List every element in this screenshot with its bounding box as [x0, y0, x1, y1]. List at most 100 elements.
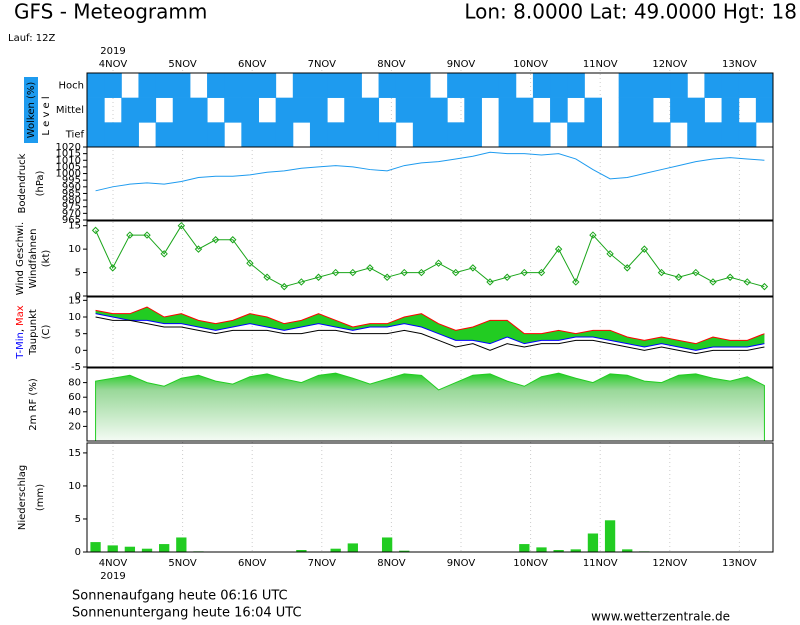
bar — [296, 550, 307, 552]
y-tick-label: 985 — [62, 188, 81, 199]
marker — [520, 268, 529, 277]
cloud-cell — [396, 122, 414, 147]
cloud-cell — [327, 73, 345, 98]
cloud-cell — [361, 97, 380, 123]
cloud-cell — [687, 97, 705, 123]
cloud-cell — [602, 122, 620, 147]
level-label: L e v e l — [41, 96, 52, 135]
date-label-top: 8NOV — [377, 59, 406, 70]
marker — [434, 259, 443, 267]
bar — [553, 550, 564, 552]
cloud-cell — [412, 73, 431, 98]
cloud-cell — [121, 97, 139, 123]
panel-frame — [86, 220, 774, 297]
bar — [330, 548, 341, 552]
cloud-cell — [276, 73, 294, 98]
cloud-cell — [739, 98, 757, 123]
date-label-bottom: 8NOV — [377, 558, 406, 569]
y-tick-label: 10 — [68, 481, 81, 492]
cloud-cell — [721, 122, 740, 148]
date-label-bottom: 12NOV — [652, 558, 687, 569]
cloud-cell — [189, 122, 208, 148]
location: Lon: 8.0000 Lat: 49.0000 Hgt: 18 — [464, 0, 797, 24]
unit: (hPa) — [35, 170, 46, 196]
date-label-bottom: 5NOV — [168, 558, 197, 569]
series-name: Taupunkt — [28, 309, 39, 356]
marker — [194, 245, 203, 253]
cloud-cell — [292, 73, 311, 98]
bar — [399, 550, 410, 552]
bar — [519, 544, 530, 552]
cloud-cell — [293, 122, 311, 147]
cloud-cell — [430, 97, 448, 123]
date-label-top: 9NOV — [447, 59, 476, 70]
ylabel: Windfahnen — [28, 229, 39, 289]
y-tick-label: -5 — [71, 362, 81, 373]
cloud-cell — [515, 97, 534, 123]
y-tick-label: 40 — [68, 407, 81, 418]
cloud-cell — [344, 97, 362, 123]
cloud-cell — [224, 97, 242, 123]
cloud-cell — [138, 97, 157, 123]
y-tick-label: 1010 — [56, 155, 81, 166]
ylabel: Bodendruck — [17, 153, 28, 213]
cloud-cell — [635, 122, 654, 148]
marker — [160, 250, 168, 258]
cloud-cell — [207, 98, 225, 123]
cloud-cell — [618, 122, 637, 148]
ylabel: T-Min, Max — [15, 305, 26, 359]
cloud-cell — [241, 73, 259, 98]
cloud-cell — [87, 122, 105, 148]
sunrise: Sonnenaufgang heute 06:16 UTC — [72, 589, 288, 604]
y-tick-label: 990 — [62, 182, 81, 193]
cloud-cell — [155, 73, 174, 98]
marker — [554, 245, 563, 253]
cloud-cell — [550, 73, 568, 98]
bar — [159, 544, 170, 552]
y-tick-label: 20 — [68, 421, 81, 432]
marker — [623, 264, 631, 272]
cloud-cell — [704, 73, 723, 98]
marker — [503, 273, 511, 281]
cloud-cell — [602, 73, 620, 98]
cloud-cell — [344, 73, 362, 98]
cloud-cell — [652, 73, 671, 98]
bar — [587, 533, 599, 552]
temp-band — [95, 307, 765, 351]
cloud-cell — [224, 73, 242, 98]
cloud-cell — [756, 122, 774, 147]
cloud-cell — [755, 73, 774, 98]
series-name: Max — [15, 305, 26, 326]
cloud-cell — [104, 73, 122, 98]
level-label: Tief — [65, 130, 85, 141]
bar — [604, 520, 616, 552]
marker — [674, 273, 683, 281]
cloud-cell — [635, 97, 654, 123]
separator: , — [15, 329, 26, 332]
panel-frame — [86, 146, 774, 221]
cloud-cell — [481, 73, 500, 98]
level-label: Hoch — [59, 80, 84, 91]
date-label-bottom: 7NOV — [308, 558, 337, 569]
cloud-cell — [87, 73, 105, 98]
cloud-cell — [379, 98, 397, 123]
marker — [211, 236, 220, 244]
date-label-bottom: 13NOV — [722, 558, 757, 569]
date-label-top: 11NOV — [583, 59, 618, 70]
cloud-cell — [172, 122, 191, 148]
y-tick-label: 15 — [68, 448, 81, 459]
run: Lauf: 12Z — [8, 33, 55, 44]
y-tick-label: 15 — [68, 221, 81, 232]
marker — [91, 226, 100, 235]
marker — [572, 278, 580, 286]
marker — [366, 264, 374, 272]
date-label-top: 12NOV — [652, 59, 687, 70]
cloud-cell — [224, 122, 242, 147]
cloud-cell — [704, 98, 722, 123]
marker — [469, 264, 477, 272]
cloud-cell — [738, 122, 757, 148]
cloud-cell — [258, 73, 277, 98]
cloud-cell — [412, 122, 431, 148]
y-tick-label: 965 — [62, 215, 81, 226]
bar — [141, 548, 153, 552]
